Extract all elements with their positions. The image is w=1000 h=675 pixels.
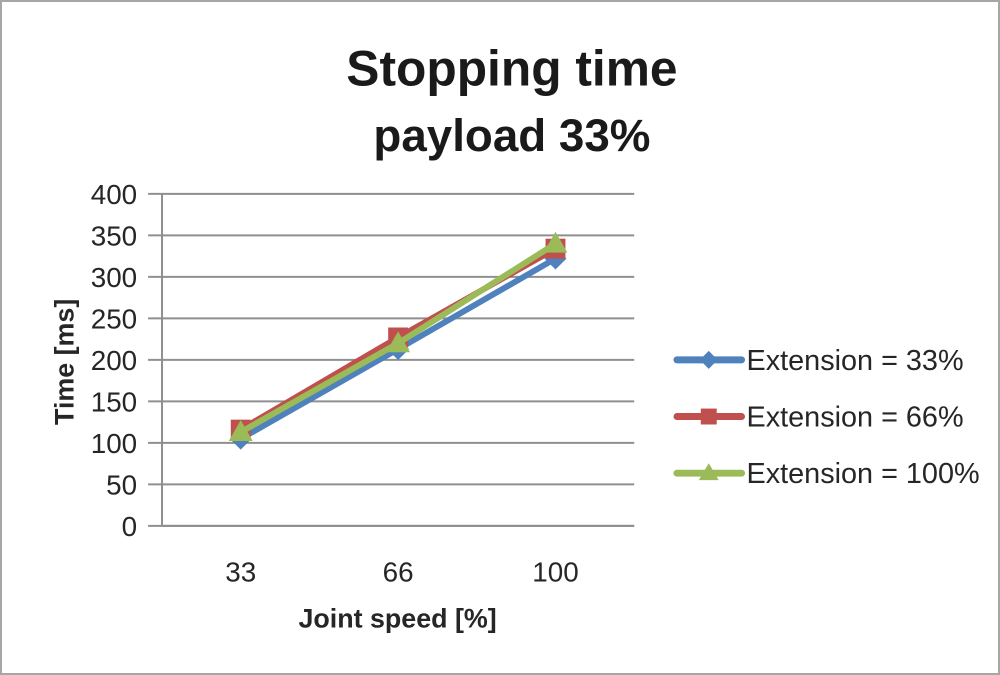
y-tick-label: 200 xyxy=(91,345,137,376)
x-axis-tick-labels: 33 66 100 xyxy=(225,557,578,588)
x-tick-label: 33 xyxy=(225,557,256,588)
y-tick-label: 50 xyxy=(106,469,137,500)
y-tick-label: 100 xyxy=(91,428,137,459)
y-tick-label: 400 xyxy=(91,179,137,210)
y-tick-label: 300 xyxy=(91,262,137,293)
x-axis-title: Joint speed [%] xyxy=(298,603,496,633)
legend-marker xyxy=(700,408,717,425)
y-tick-label: 0 xyxy=(122,511,137,542)
y-tick-label: 250 xyxy=(91,303,137,334)
legend-item: Extension = 33% xyxy=(673,345,964,377)
chart-subtitle: payload 33% xyxy=(373,110,650,161)
y-tick-label: 150 xyxy=(91,386,137,417)
legend-label: Extension = 33% xyxy=(747,345,964,377)
y-axis-tick-labels: 0 50 100 150 200 250 300 350 400 xyxy=(91,179,137,542)
legend-item: Extension = 66% xyxy=(673,401,964,433)
y-tick-label: 350 xyxy=(91,220,137,251)
legend-label: Extension = 100% xyxy=(747,458,980,490)
y-axis-title: Time [ms] xyxy=(50,299,80,425)
x-tick-label: 66 xyxy=(383,557,414,588)
series-3-marker xyxy=(543,231,568,253)
series-plot xyxy=(228,231,568,450)
legend-label: Extension = 66% xyxy=(747,401,964,433)
chart-title: Stopping time xyxy=(346,41,677,97)
series-3-marker xyxy=(386,331,411,353)
x-tick-label: 100 xyxy=(532,557,578,588)
legend-marker xyxy=(699,350,718,369)
legend-marker xyxy=(698,463,719,481)
series-3-marker xyxy=(228,420,253,442)
axes xyxy=(148,192,635,527)
legend-item: Extension = 100% xyxy=(673,458,980,490)
legend: Extension = 33% Extension = 66% Extension … xyxy=(673,345,980,490)
